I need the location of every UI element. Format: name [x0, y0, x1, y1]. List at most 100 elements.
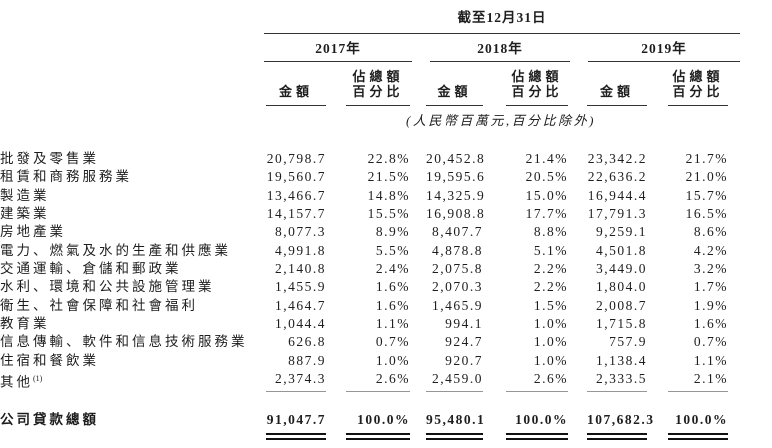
pct-2017: 21.5% [367, 169, 410, 185]
amount-2017: 19,560.7 [266, 169, 326, 185]
year-header-2018: 2018年 [430, 41, 570, 62]
pct-of-total-header-2018: 佔總額 百分比 [506, 69, 568, 106]
industry-label-text: 製造業 [0, 187, 50, 203]
amount-2018: 924.7 [445, 334, 483, 350]
pct-2018: 2.2% [533, 261, 568, 277]
industry-label-text: 批發及零售業 [0, 151, 99, 166]
amount-2017: 887.9 [288, 352, 326, 368]
amount-2017: 1,464.7 [275, 297, 326, 313]
total-row-label: 公司貸款總額 [0, 411, 99, 427]
industry-label: 電力、燃氣及水的生產和供應業 [0, 242, 260, 260]
amount-2019: 17,791.3 [587, 206, 647, 222]
pct-2018: 1.5% [533, 297, 568, 313]
pct-2017: 5.5% [375, 242, 410, 258]
amount-2017: 1,044.4 [275, 316, 326, 332]
subheader-spacer [0, 69, 260, 106]
currency-unit-note: (人民幣百萬元,百分比除外) [406, 113, 596, 128]
total-amount-2019: 107,682.3 [587, 411, 653, 440]
industry-label-text: 房地產業 [0, 224, 66, 240]
table-row: 教育業 1,044.4 1.1% 994.1 1.0% 1,715.8 1.6% [0, 315, 772, 333]
pct-2017: 1.6% [375, 297, 410, 313]
total-pct-2018: 100.0% [506, 411, 568, 440]
total-amount-2017: 91,047.7 [266, 411, 326, 440]
table-row: 製造業 13,466.7 14.8% 14,325.9 15.0% 16,944.4 15.… [0, 187, 772, 205]
pct-2019: 3.2% [693, 261, 728, 277]
amount-2017: 2,140.8 [275, 261, 326, 277]
pct-2017: 15.5% [367, 206, 410, 222]
amount-2018: 1,465.9 [432, 297, 483, 313]
amount-header-2018: 金額 [426, 69, 483, 106]
pct-2018: 2.6% [506, 370, 568, 392]
amount-2019: 757.9 [609, 334, 647, 350]
amount-2018: 2,070.3 [432, 279, 483, 295]
industry-label: 交通運輸、倉儲和郵政業 [0, 260, 260, 278]
amount-2019: 9,259.1 [596, 224, 647, 240]
pct-2019: 8.6% [693, 224, 728, 240]
industry-label-text: 租賃和商務服務業 [0, 169, 132, 185]
amount-2018: 2,075.8 [432, 261, 483, 277]
amount-2017: 8,077.3 [275, 224, 326, 240]
table-row: 建築業 14,157.7 15.5% 16,908.8 17.7% 17,791.3 16.… [0, 205, 772, 223]
pct-2018: 5.1% [533, 242, 568, 258]
table-row: 信息傳輸、軟件和信息技術服務業 626.8 0.7% 924.7 1.0% 757.9 0.… [0, 333, 772, 351]
industry-label-text: 建築業 [0, 206, 50, 222]
year-header-row: 2017年 2018年 2019年 [0, 41, 772, 62]
amount-2018: 920.7 [445, 352, 483, 368]
amount-2017: 20,798.7 [266, 151, 326, 166]
pct-2018: 1.0% [533, 334, 568, 350]
pct-2019: 1.1% [693, 352, 728, 368]
pct-2019: 1.9% [693, 297, 728, 313]
year-header-2017: 2017年 [264, 41, 412, 62]
amount-2018: 20,452.8 [426, 151, 486, 166]
pct-2019: 4.2% [693, 242, 728, 258]
industry-label-text: 其他 [0, 374, 33, 390]
industry-label: 批發及零售業 [0, 150, 260, 168]
pct-2017: 22.8% [367, 151, 410, 166]
pct-2017: 0.7% [375, 334, 410, 350]
amount-2019: 23,342.2 [587, 151, 647, 166]
industry-label-text: 教育業 [0, 316, 50, 332]
table-row: 其他(1) 2,374.3 2.6% 2,459.0 2.6% 2,333.5 2.1% [0, 370, 772, 392]
amount-2019: 2,008.7 [596, 297, 647, 313]
industry-label-text: 信息傳輸、軟件和信息技術服務業 [0, 334, 248, 350]
pct-2019: 15.7% [685, 187, 728, 203]
amount-2017: 2,374.3 [266, 370, 326, 392]
pct-header-line1: 佔總額 [352, 69, 404, 84]
industry-label: 教育業 [0, 315, 260, 333]
pct-2019: 1.7% [693, 279, 728, 295]
table-row: 衛生、社會保障和社會福利 1,464.7 1.6% 1,465.9 1.5% 2,008.… [0, 297, 772, 315]
subcolumn-header-row: 金額 佔總額 百分比 金額 佔總額 百分比 金額 佔總額 百分比 [0, 69, 772, 106]
amount-header-2019: 金額 [587, 69, 647, 106]
pct-2018: 1.0% [533, 352, 568, 368]
pct-header-line2: 百分比 [511, 84, 563, 99]
pct-of-total-header-2017: 佔總額 百分比 [346, 69, 410, 106]
total-pct-2017: 100.0% [346, 411, 410, 440]
industry-label: 衛生、社會保障和社會福利 [0, 297, 260, 315]
amount-2018: 16,908.8 [426, 206, 486, 222]
amount-2019: 22,636.2 [587, 169, 647, 185]
table-row: 房地產業 8,077.3 8.9% 8,407.7 8.8% 9,259.1 8.6% [0, 223, 772, 241]
amount-2018: 8,407.7 [432, 224, 483, 240]
amount-2017: 13,466.7 [266, 187, 326, 203]
amount-2019: 16,944.4 [587, 187, 647, 203]
table-row: 租賃和商務服務業 19,560.7 21.5% 19,595.6 20.5% 22,636… [0, 168, 772, 186]
amount-2017: 4,991.8 [275, 242, 326, 258]
industry-label-text: 水利、環境和公共設施管理業 [0, 279, 215, 295]
amount-2017: 1,455.9 [275, 279, 326, 295]
footnote-reference: (1) [33, 374, 43, 384]
pct-2017: 8.9% [375, 224, 410, 240]
pct-2018: 1.0% [533, 316, 568, 332]
amount-2018: 2,459.0 [426, 370, 483, 392]
amount-2018: 4,878.8 [432, 242, 483, 258]
pct-2019: 2.1% [668, 370, 728, 392]
industry-label: 房地產業 [0, 223, 260, 241]
pct-2019: 0.7% [693, 334, 728, 350]
pct-of-total-header-2019: 佔總額 百分比 [668, 69, 728, 106]
pct-2017: 14.8% [367, 187, 410, 203]
amount-2017: 626.8 [288, 334, 326, 350]
total-pct-2019: 100.0% [668, 411, 728, 440]
amount-2018: 19,595.6 [426, 169, 486, 185]
table-row: 交通運輸、倉儲和郵政業 2,140.8 2.4% 2,075.8 2.2% 3,449.0… [0, 260, 772, 278]
pct-2018: 21.4% [525, 151, 568, 166]
